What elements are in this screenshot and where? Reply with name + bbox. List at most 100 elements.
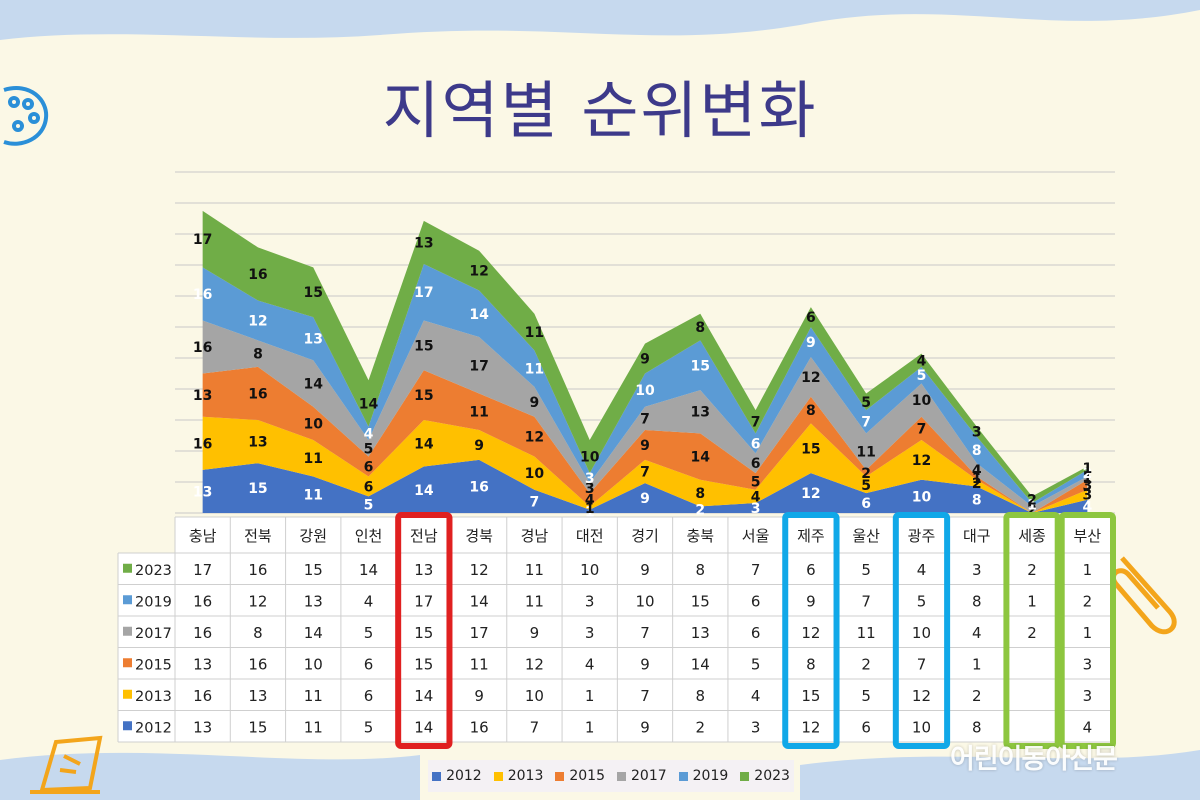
- data-label: 12: [469, 264, 488, 280]
- table-cell: 15: [414, 624, 433, 642]
- table-cell: 2: [1027, 561, 1037, 579]
- data-label: 2: [972, 476, 982, 492]
- data-label: 2: [1027, 503, 1037, 519]
- table-cell: 3: [1083, 687, 1093, 705]
- table-cell: 7: [751, 561, 761, 579]
- area-2012: [202, 459, 1088, 513]
- table-cell: 15: [248, 718, 267, 736]
- table-cell: 8: [806, 655, 816, 673]
- data-label: 7: [640, 411, 650, 427]
- table-cell: 13: [304, 592, 323, 610]
- data-label: 8: [806, 403, 816, 419]
- table-cell: 13: [248, 687, 267, 705]
- table-cell: 10: [912, 624, 931, 642]
- data-label: 13: [303, 332, 322, 348]
- data-label: 17: [414, 285, 433, 301]
- table-cell: 11: [304, 718, 323, 736]
- table-cell: 12: [248, 592, 267, 610]
- data-label: 1: [972, 471, 982, 487]
- legend-item-2012: 2012: [432, 768, 482, 784]
- table-cell: 5: [917, 592, 927, 610]
- data-label: 4: [1082, 499, 1092, 515]
- area-2023: [202, 210, 1088, 504]
- table-cell: 14: [470, 592, 489, 610]
- table-cell: 10: [912, 718, 931, 736]
- table-cell: 1: [585, 718, 595, 736]
- data-label: 11: [525, 325, 544, 341]
- table-cell: 1: [585, 687, 595, 705]
- table-cell: 6: [751, 624, 761, 642]
- data-label: 4: [751, 489, 761, 505]
- data-label: 8: [972, 443, 982, 459]
- data-label: 14: [414, 436, 434, 452]
- table-cell: 16: [248, 655, 267, 673]
- data-label: 16: [193, 287, 212, 303]
- data-label: 5: [751, 474, 761, 490]
- row-label-2012: 2012: [135, 720, 172, 736]
- data-label: 11: [856, 445, 875, 461]
- data-label: 15: [801, 441, 820, 457]
- data-label: 13: [193, 484, 212, 500]
- table-cell: 14: [359, 561, 378, 579]
- table-cell: 1: [1083, 561, 1093, 579]
- data-label: 3: [751, 501, 761, 517]
- data-label: 3: [585, 471, 595, 487]
- legend-label: 2012: [446, 768, 482, 784]
- table-cell: 6: [806, 561, 816, 579]
- table-cell: 8: [696, 561, 706, 579]
- legend-swatch: [740, 771, 750, 781]
- table-cell: 11: [857, 624, 876, 642]
- table-cell: 12: [801, 718, 820, 736]
- legend-item-2023: 2023: [740, 768, 790, 784]
- x-tick-label: 경기: [631, 527, 659, 545]
- data-label: 16: [248, 267, 267, 283]
- legend-swatch: [493, 771, 503, 781]
- data-label: 4: [972, 463, 982, 479]
- table-cell: 13: [193, 718, 212, 736]
- table-cell: 14: [304, 624, 323, 642]
- table-cell: 16: [193, 687, 212, 705]
- table-cell: 16: [193, 592, 212, 610]
- x-tick-label: 울산: [852, 527, 880, 545]
- data-label: 11: [303, 488, 322, 504]
- table-cell: 10: [304, 655, 323, 673]
- table-cell: 10: [580, 561, 599, 579]
- table-cell: 4: [1083, 718, 1093, 736]
- data-label: 8: [253, 347, 263, 363]
- table-cell: 9: [530, 624, 540, 642]
- data-label: 11: [469, 405, 488, 421]
- row-label-2013: 2013: [135, 689, 172, 705]
- data-label: 6: [364, 460, 374, 476]
- data-label: 12: [525, 430, 544, 446]
- table-cell: 1: [1027, 592, 1037, 610]
- data-label: 14: [469, 307, 489, 323]
- table-cell: 5: [861, 687, 871, 705]
- x-tick-label: 광주: [908, 527, 936, 545]
- table-cell: 15: [414, 655, 433, 673]
- data-label: 15: [414, 338, 433, 354]
- table-cell: 15: [691, 592, 710, 610]
- data-label: 10: [580, 450, 600, 466]
- data-label: 4: [364, 426, 374, 442]
- table-cell: 16: [248, 561, 267, 579]
- table-cell: 12: [801, 624, 820, 642]
- data-label: 4: [917, 353, 927, 369]
- table-cell: 5: [364, 624, 374, 642]
- legend-swatch: [678, 771, 688, 781]
- table-cell: 13: [414, 561, 433, 579]
- table-cell: 2: [972, 687, 982, 705]
- area-2019: [202, 264, 1088, 507]
- table-cell: 8: [253, 624, 263, 642]
- legend-label: 2013: [507, 768, 544, 784]
- legend-label: 2023: [754, 768, 790, 784]
- data-label: 15: [691, 358, 710, 374]
- data-label: 9: [806, 335, 816, 351]
- highlight-box-제주: [782, 512, 840, 749]
- x-tick-label: 전남: [410, 527, 438, 545]
- data-label: 7: [917, 421, 927, 437]
- data-label: 2: [861, 466, 871, 482]
- data-label: 10: [525, 466, 545, 482]
- table-cell: 14: [414, 718, 433, 736]
- table-cell: 12: [912, 687, 931, 705]
